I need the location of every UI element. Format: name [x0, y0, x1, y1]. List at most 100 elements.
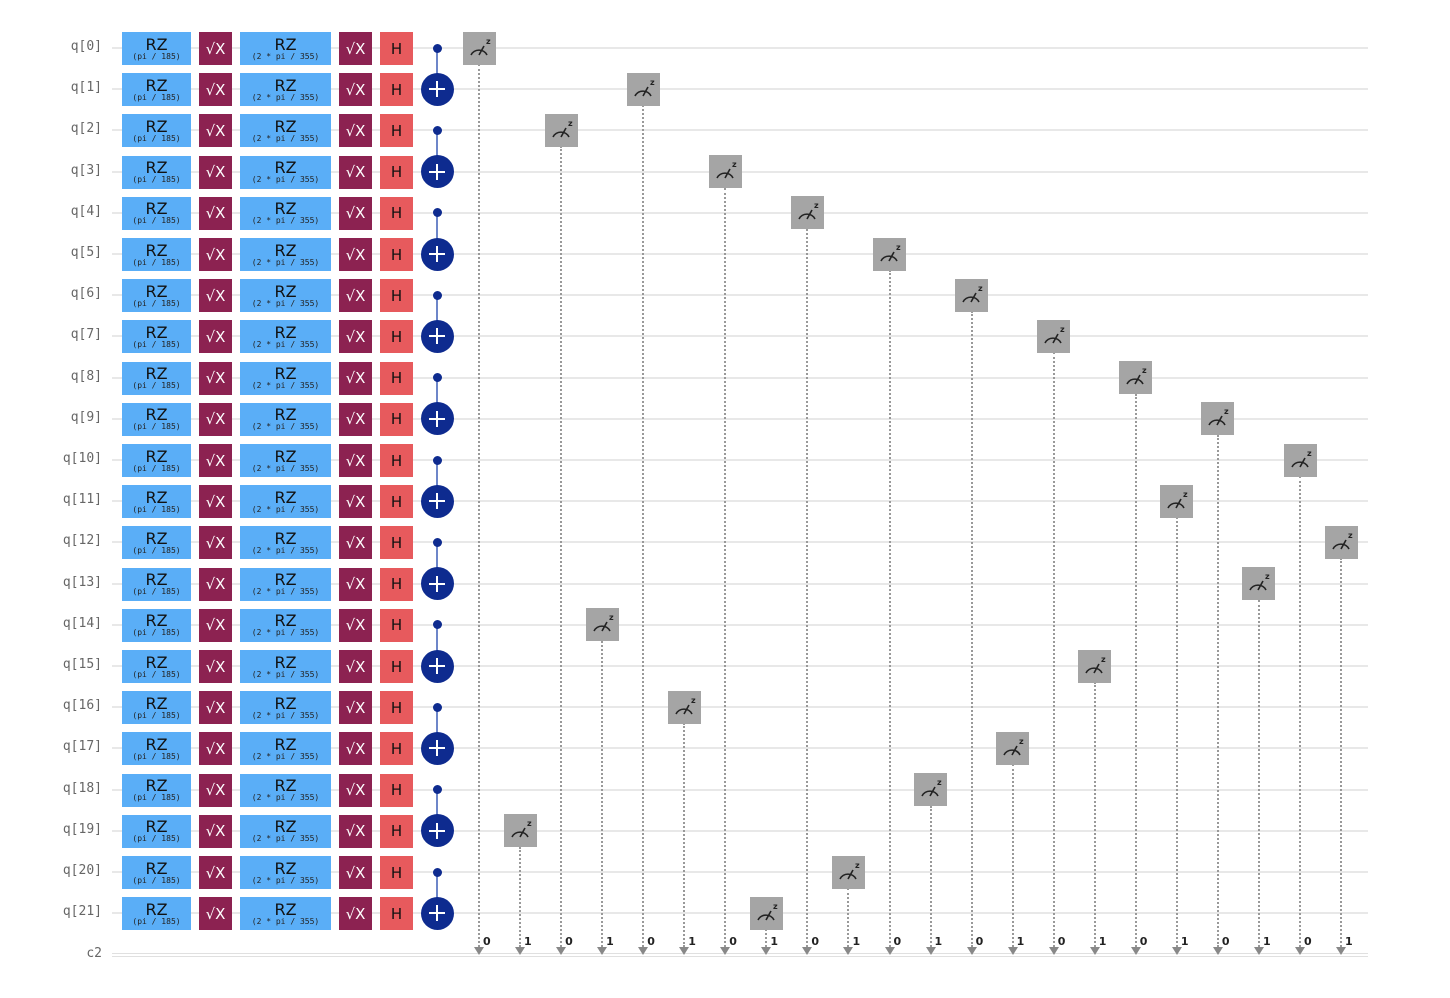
sqrt-x-gate[interactable]: √X: [199, 279, 232, 313]
sqrt-x-gate[interactable]: √X: [199, 114, 232, 148]
sqrt-x-gate[interactable]: √X: [199, 691, 232, 725]
rz-gate[interactable]: RZ (2 * pi / 355): [240, 567, 331, 601]
sqrt-x-gate[interactable]: √X: [339, 485, 372, 519]
cnot-target-icon[interactable]: [420, 237, 454, 271]
cnot-control-dot[interactable]: [432, 208, 442, 218]
measure-gate[interactable]: z: [585, 608, 619, 642]
hadamard-gate[interactable]: H: [380, 773, 413, 807]
sqrt-x-gate[interactable]: √X: [199, 402, 232, 436]
hadamard-gate[interactable]: H: [380, 814, 413, 848]
hadamard-gate[interactable]: H: [380, 856, 413, 889]
measure-gate[interactable]: z: [873, 237, 906, 271]
sqrt-x-gate[interactable]: √X: [199, 73, 232, 107]
rz-gate[interactable]: RZ (pi / 185): [122, 691, 191, 725]
cnot-target-icon[interactable]: [420, 72, 454, 106]
hadamard-gate[interactable]: H: [380, 444, 413, 477]
sqrt-x-gate[interactable]: √X: [339, 73, 372, 107]
sqrt-x-gate[interactable]: √X: [199, 444, 232, 477]
measure-gate[interactable]: z: [1283, 443, 1317, 477]
cnot-control-dot[interactable]: [432, 125, 442, 135]
hadamard-gate[interactable]: H: [380, 897, 413, 931]
rz-gate[interactable]: RZ (pi / 185): [122, 32, 191, 65]
hadamard-gate[interactable]: H: [380, 732, 413, 766]
rz-gate[interactable]: RZ (pi / 185): [122, 444, 191, 477]
cnot-control-dot[interactable]: [432, 373, 442, 383]
cnot-control-dot[interactable]: [432, 785, 442, 795]
rz-gate[interactable]: RZ (2 * pi / 355): [240, 691, 331, 725]
cnot-control-dot[interactable]: [432, 702, 442, 712]
sqrt-x-gate[interactable]: √X: [339, 114, 372, 148]
cnot-control-dot[interactable]: [432, 290, 442, 300]
sqrt-x-gate[interactable]: √X: [339, 155, 372, 189]
sqrt-x-gate[interactable]: √X: [339, 732, 372, 766]
hadamard-gate[interactable]: H: [380, 402, 413, 436]
rz-gate[interactable]: RZ (pi / 185): [122, 196, 191, 230]
hadamard-gate[interactable]: H: [380, 650, 413, 683]
cnot-control-dot[interactable]: [432, 867, 442, 877]
measure-gate[interactable]: z: [914, 773, 948, 807]
measure-gate[interactable]: z: [1160, 484, 1194, 518]
rz-gate[interactable]: RZ (pi / 185): [122, 402, 191, 436]
hadamard-gate[interactable]: H: [380, 155, 413, 189]
measure-gate[interactable]: z: [626, 72, 660, 106]
rz-gate[interactable]: RZ (2 * pi / 355): [240, 279, 331, 313]
hadamard-gate[interactable]: H: [380, 32, 413, 65]
cnot-target-icon[interactable]: [420, 731, 454, 765]
sqrt-x-gate[interactable]: √X: [199, 567, 232, 601]
measure-gate[interactable]: z: [667, 690, 701, 724]
measure-gate[interactable]: z: [1201, 402, 1235, 436]
cnot-target-icon[interactable]: [420, 155, 454, 189]
sqrt-x-gate[interactable]: √X: [339, 814, 372, 848]
cnot-control-dot[interactable]: [432, 455, 442, 465]
measure-gate[interactable]: z: [749, 896, 783, 930]
rz-gate[interactable]: RZ (pi / 185): [122, 650, 191, 683]
rz-gate[interactable]: RZ (2 * pi / 355): [240, 73, 331, 107]
sqrt-x-gate[interactable]: √X: [199, 897, 232, 931]
cnot-target-icon[interactable]: [420, 814, 454, 848]
sqrt-x-gate[interactable]: √X: [199, 856, 232, 889]
rz-gate[interactable]: RZ (pi / 185): [122, 814, 191, 848]
measure-gate[interactable]: z: [790, 196, 824, 230]
measure-gate[interactable]: z: [955, 278, 989, 312]
sqrt-x-gate[interactable]: √X: [199, 196, 232, 230]
cnot-control-dot[interactable]: [432, 43, 442, 53]
rz-gate[interactable]: RZ (pi / 185): [122, 732, 191, 766]
cnot-target-icon[interactable]: [420, 567, 454, 601]
rz-gate[interactable]: RZ (pi / 185): [122, 73, 191, 107]
rz-gate[interactable]: RZ (pi / 185): [122, 856, 191, 889]
rz-gate[interactable]: RZ (pi / 185): [122, 485, 191, 519]
rz-gate[interactable]: RZ (2 * pi / 355): [240, 238, 331, 271]
hadamard-gate[interactable]: H: [380, 114, 413, 148]
rz-gate[interactable]: RZ (2 * pi / 355): [240, 608, 331, 642]
cnot-control-dot[interactable]: [432, 537, 442, 547]
cnot-target-icon[interactable]: [420, 896, 454, 930]
measure-gate[interactable]: z: [1078, 649, 1112, 683]
sqrt-x-gate[interactable]: √X: [339, 897, 372, 931]
rz-gate[interactable]: RZ (2 * pi / 355): [240, 732, 331, 766]
sqrt-x-gate[interactable]: √X: [339, 567, 372, 601]
sqrt-x-gate[interactable]: √X: [339, 526, 372, 560]
hadamard-gate[interactable]: H: [380, 567, 413, 601]
sqrt-x-gate[interactable]: √X: [199, 608, 232, 642]
sqrt-x-gate[interactable]: √X: [199, 650, 232, 683]
rz-gate[interactable]: RZ (2 * pi / 355): [240, 814, 331, 848]
sqrt-x-gate[interactable]: √X: [339, 196, 372, 230]
rz-gate[interactable]: RZ (2 * pi / 355): [240, 114, 331, 148]
hadamard-gate[interactable]: H: [380, 361, 413, 395]
hadamard-gate[interactable]: H: [380, 691, 413, 725]
sqrt-x-gate[interactable]: √X: [339, 32, 372, 65]
sqrt-x-gate[interactable]: √X: [199, 320, 232, 354]
measure-gate[interactable]: z: [996, 731, 1030, 765]
rz-gate[interactable]: RZ (2 * pi / 355): [240, 856, 331, 889]
sqrt-x-gate[interactable]: √X: [339, 238, 372, 271]
rz-gate[interactable]: RZ (2 * pi / 355): [240, 444, 331, 477]
rz-gate[interactable]: RZ (pi / 185): [122, 608, 191, 642]
rz-gate[interactable]: RZ (2 * pi / 355): [240, 773, 331, 807]
rz-gate[interactable]: RZ (2 * pi / 355): [240, 526, 331, 560]
sqrt-x-gate[interactable]: √X: [339, 320, 372, 354]
measure-gate[interactable]: z: [1037, 319, 1071, 353]
measure-gate[interactable]: z: [544, 113, 578, 147]
measure-gate[interactable]: z: [708, 155, 742, 189]
rz-gate[interactable]: RZ (pi / 185): [122, 279, 191, 313]
measure-gate[interactable]: z: [503, 814, 537, 848]
